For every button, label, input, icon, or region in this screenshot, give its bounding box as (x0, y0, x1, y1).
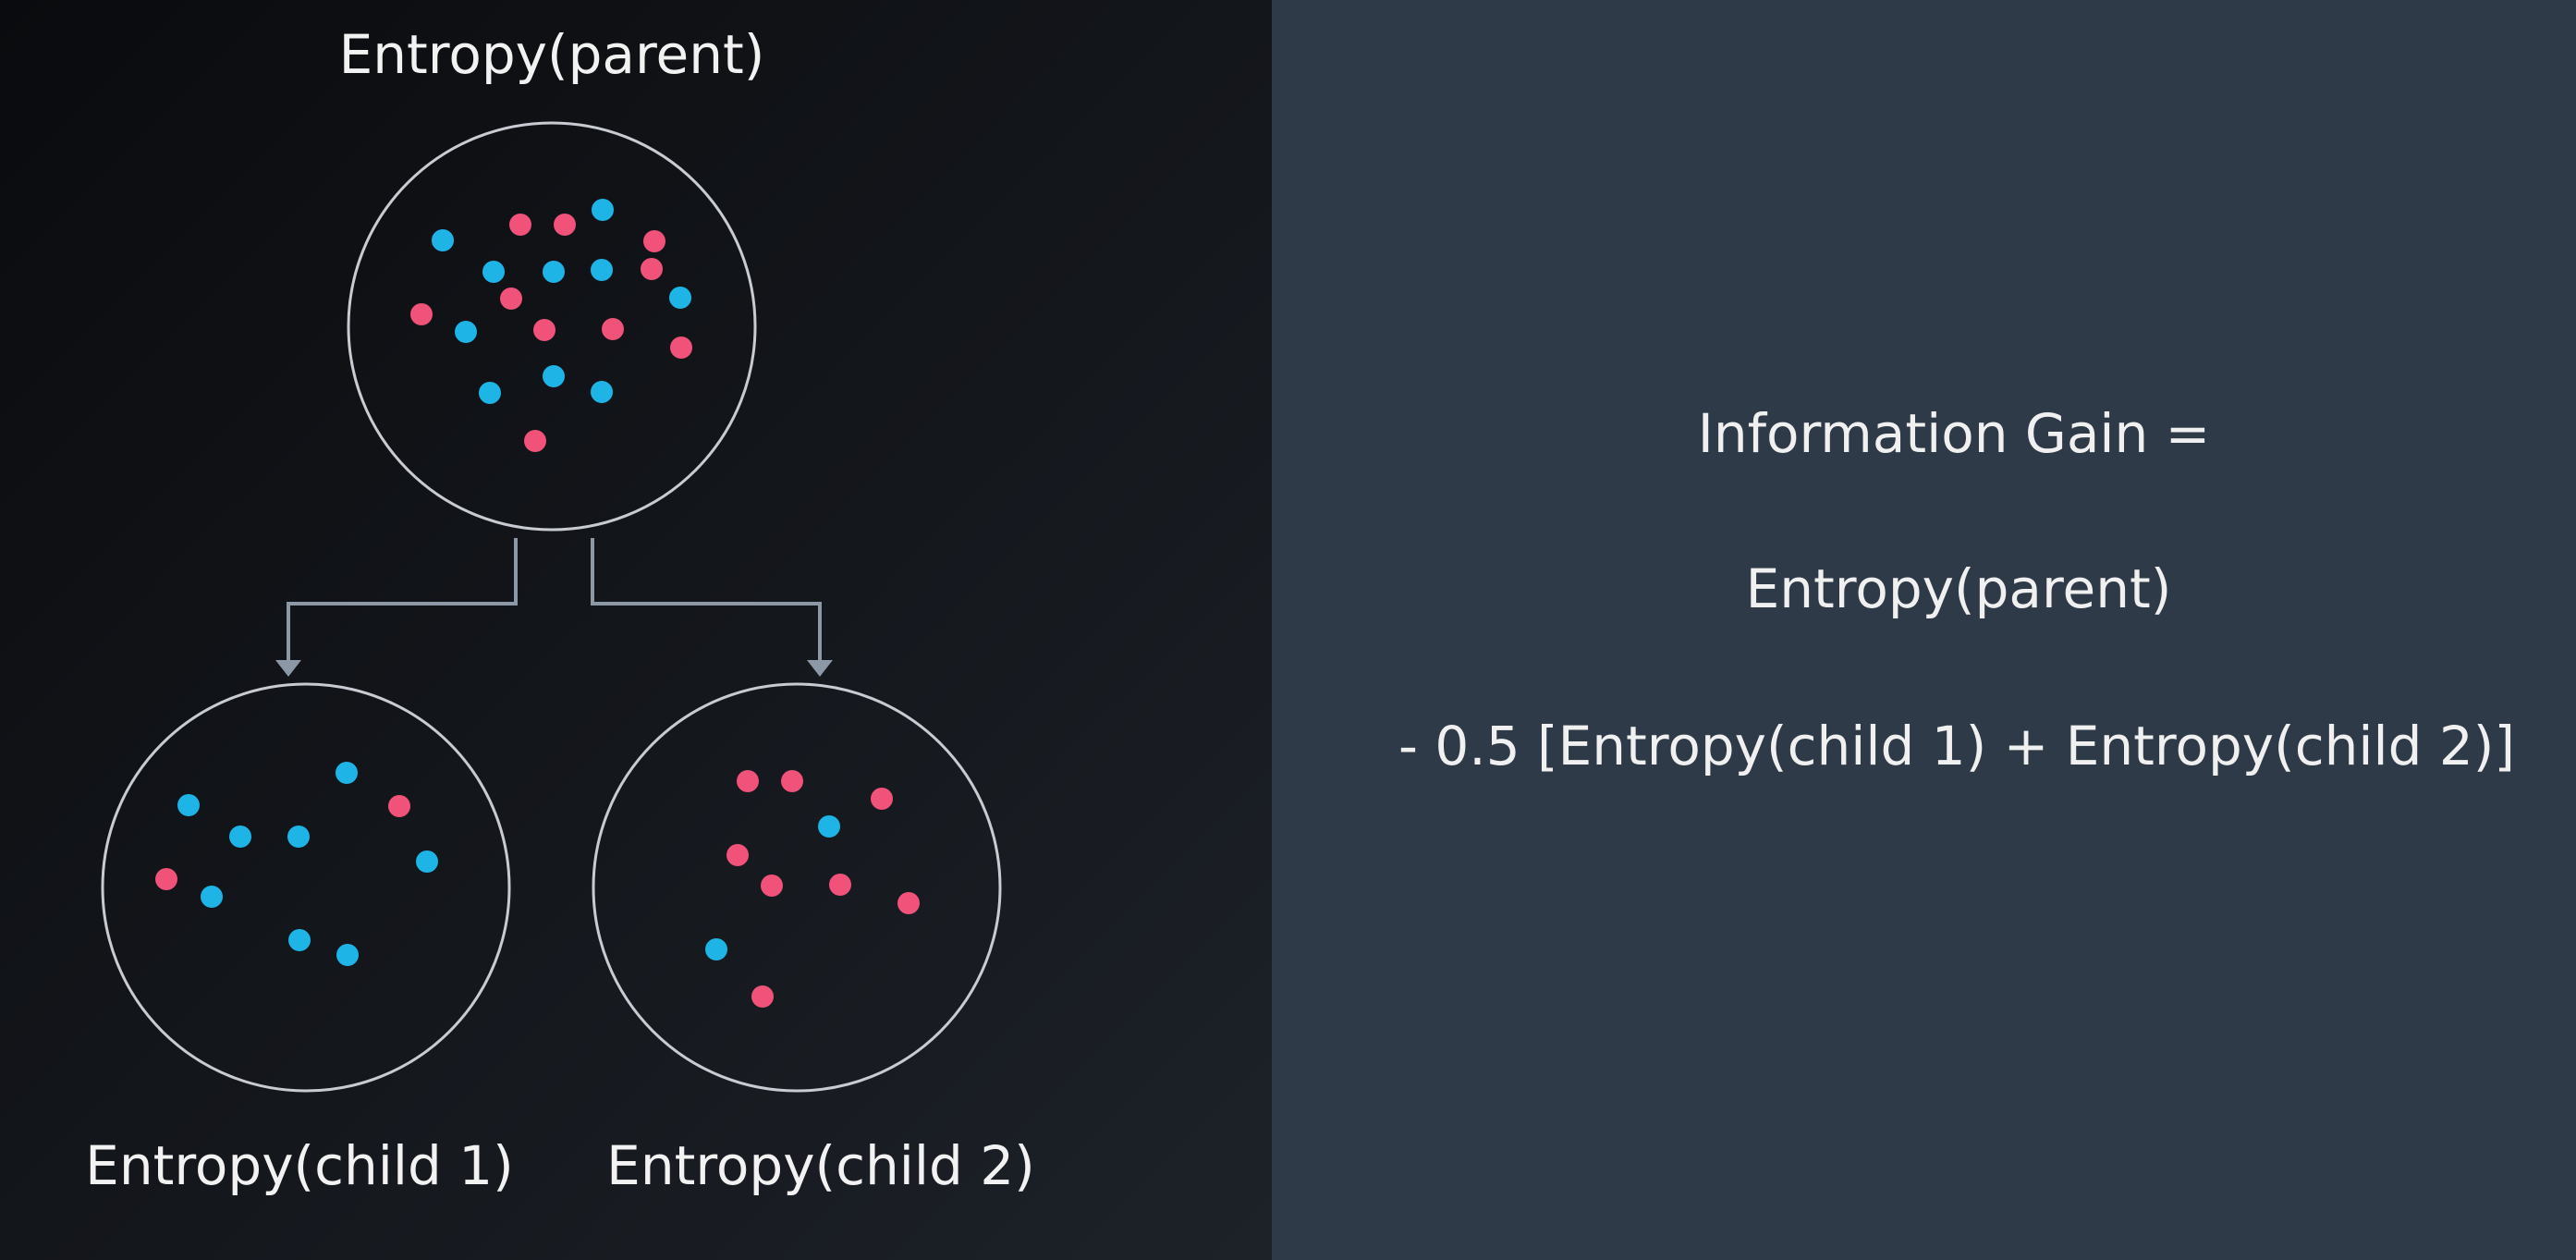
dot-blue (336, 944, 359, 966)
child-1-dots (155, 762, 438, 966)
dot-blue (818, 815, 840, 838)
dot-blue (543, 365, 565, 387)
dot-blue (669, 287, 691, 309)
dot-blue (287, 826, 310, 848)
dot-blue (288, 929, 311, 951)
dot-pink (533, 319, 555, 341)
formula-line-weighted-children: - 0.5 [Entropy(child 1) + Entropy(child … (1398, 715, 2516, 777)
dot-pink (641, 258, 663, 280)
arrowhead-child-1 (275, 660, 301, 677)
dot-blue (592, 199, 614, 221)
dot-pink (388, 795, 410, 817)
parent-dots (410, 199, 692, 452)
dot-pink (726, 844, 749, 866)
dot-pink (897, 892, 920, 914)
dot-blue (591, 259, 613, 281)
child-1-entropy-label: Entropy(child 1) (85, 1134, 514, 1197)
diagram-panel (0, 0, 1272, 1260)
dot-pink (781, 770, 803, 792)
parent-entropy-label: Entropy(parent) (338, 23, 765, 86)
split-connectors (287, 538, 822, 664)
formula-line-information-gain: Information Gain = (1697, 402, 2211, 465)
dot-pink (871, 788, 893, 810)
dot-pink (602, 318, 624, 340)
arrowhead-child-2 (807, 660, 833, 677)
dot-blue (543, 261, 565, 283)
dot-blue (482, 261, 505, 283)
dot-blue (455, 321, 477, 343)
dot-blue (416, 850, 438, 873)
dot-pink (670, 336, 692, 359)
dot-pink (524, 430, 546, 452)
child-2-dots (705, 770, 920, 1008)
dot-pink (737, 770, 759, 792)
dot-pink (410, 303, 433, 325)
connector-to-child-2 (591, 538, 822, 664)
dot-blue (336, 762, 358, 784)
connector-to-child-1 (287, 538, 518, 664)
dot-pink (155, 868, 177, 890)
dot-blue (229, 826, 251, 848)
dot-pink (509, 214, 531, 236)
dot-pink (751, 985, 774, 1008)
dot-blue (432, 229, 454, 251)
dot-blue (201, 886, 223, 908)
child-1-node-circle (101, 682, 511, 1093)
dot-blue (177, 794, 200, 816)
dot-pink (761, 875, 783, 897)
formula-line-parent-entropy: Entropy(parent) (1745, 557, 2172, 620)
dot-pink (829, 874, 851, 896)
dot-pink (643, 230, 665, 252)
dot-blue (705, 938, 727, 960)
child-2-entropy-label: Entropy(child 2) (606, 1134, 1035, 1197)
child-2-node-circle (592, 682, 1002, 1093)
parent-node-circle (347, 121, 757, 532)
dot-blue (479, 382, 501, 404)
dot-pink (500, 287, 522, 310)
formula-panel (1272, 0, 2576, 1260)
dot-pink (554, 214, 576, 236)
dot-blue (591, 381, 613, 403)
